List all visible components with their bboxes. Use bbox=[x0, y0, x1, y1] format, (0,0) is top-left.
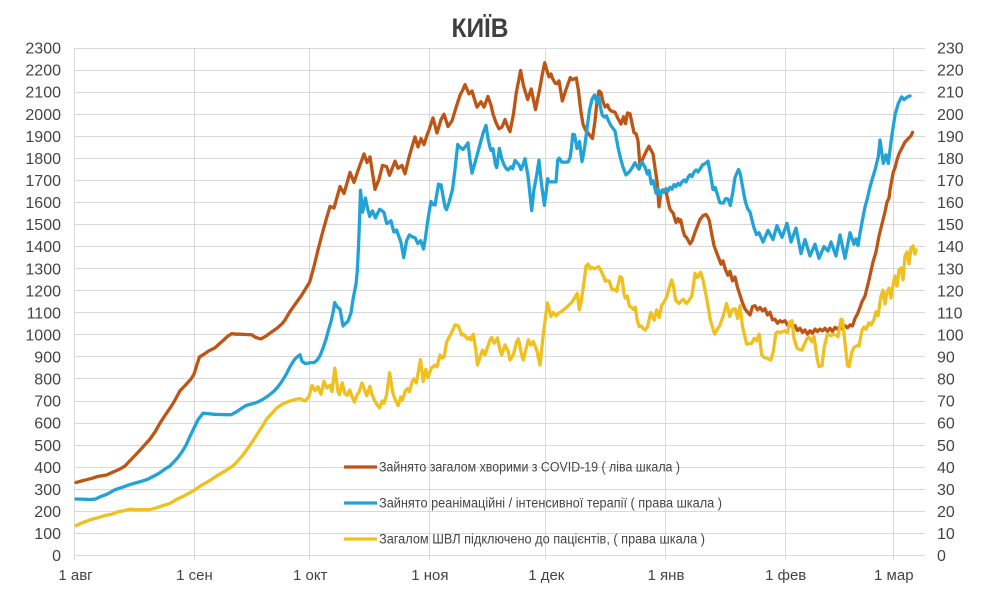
svg-text:1 ноя: 1 ноя bbox=[411, 567, 448, 584]
svg-text:40: 40 bbox=[937, 460, 955, 477]
svg-text:180: 180 bbox=[937, 151, 964, 168]
svg-text:1 янв: 1 янв bbox=[648, 567, 685, 584]
svg-text:60: 60 bbox=[937, 416, 955, 433]
svg-text:400: 400 bbox=[34, 460, 61, 477]
svg-text:2000: 2000 bbox=[25, 107, 61, 124]
svg-text:1 фев: 1 фев bbox=[765, 567, 806, 584]
svg-text:10: 10 bbox=[937, 526, 955, 543]
svg-text:190: 190 bbox=[937, 129, 964, 146]
svg-text:2100: 2100 bbox=[25, 85, 61, 102]
svg-text:КИЇВ: КИЇВ bbox=[452, 13, 509, 43]
svg-text:0: 0 bbox=[937, 548, 946, 565]
svg-text:0: 0 bbox=[52, 548, 61, 565]
svg-text:700: 700 bbox=[34, 394, 61, 411]
svg-text:1000: 1000 bbox=[25, 327, 61, 344]
svg-text:110: 110 bbox=[937, 305, 963, 322]
svg-text:100: 100 bbox=[34, 526, 61, 543]
svg-text:100: 100 bbox=[937, 327, 964, 344]
svg-text:200: 200 bbox=[937, 107, 964, 124]
svg-text:2200: 2200 bbox=[25, 63, 61, 80]
svg-text:90: 90 bbox=[937, 350, 955, 367]
svg-text:120: 120 bbox=[937, 283, 964, 300]
svg-text:130: 130 bbox=[937, 261, 964, 278]
svg-text:30: 30 bbox=[937, 482, 955, 499]
svg-text:230: 230 bbox=[937, 41, 964, 58]
svg-text:1400: 1400 bbox=[25, 239, 61, 256]
svg-text:20: 20 bbox=[937, 504, 955, 521]
svg-text:150: 150 bbox=[937, 217, 964, 234]
svg-text:1200: 1200 bbox=[25, 283, 61, 300]
svg-text:140: 140 bbox=[937, 239, 964, 256]
svg-text:800: 800 bbox=[34, 372, 61, 389]
svg-text:170: 170 bbox=[937, 173, 964, 190]
svg-text:1 авг: 1 авг bbox=[58, 567, 93, 584]
svg-text:300: 300 bbox=[34, 482, 61, 499]
svg-text:210: 210 bbox=[937, 85, 964, 102]
svg-text:1 окт: 1 окт bbox=[293, 567, 328, 584]
svg-text:1800: 1800 bbox=[25, 151, 61, 168]
svg-text:50: 50 bbox=[937, 438, 955, 455]
svg-text:220: 220 bbox=[937, 63, 964, 80]
svg-text:1100: 1100 bbox=[27, 305, 62, 322]
svg-text:500: 500 bbox=[34, 438, 61, 455]
svg-text:1300: 1300 bbox=[25, 261, 61, 278]
svg-text:80: 80 bbox=[937, 372, 955, 389]
svg-text:1 дек: 1 дек bbox=[528, 567, 565, 584]
svg-text:Зайнято реанімаційні / інтенси: Зайнято реанімаційні / інтенсивної терап… bbox=[379, 496, 722, 511]
svg-text:Зайнято загалом хворими з COVI: Зайнято загалом хворими з COVID-19 ( лів… bbox=[379, 460, 680, 475]
svg-text:200: 200 bbox=[34, 504, 61, 521]
svg-text:600: 600 bbox=[34, 416, 61, 433]
svg-text:1500: 1500 bbox=[25, 217, 61, 234]
svg-text:70: 70 bbox=[937, 394, 955, 411]
svg-text:1600: 1600 bbox=[25, 195, 61, 212]
svg-text:2300: 2300 bbox=[25, 41, 61, 58]
svg-text:1 сен: 1 сен bbox=[176, 567, 213, 584]
svg-text:160: 160 bbox=[937, 195, 964, 212]
svg-text:1700: 1700 bbox=[25, 173, 61, 190]
svg-text:1 мар: 1 мар bbox=[874, 567, 914, 584]
svg-text:1900: 1900 bbox=[25, 129, 61, 146]
svg-text:900: 900 bbox=[34, 350, 61, 367]
svg-text:Загалом ШВЛ підключено до пац: Загалом ШВЛ підключено до пацієнтів, ( п… bbox=[379, 532, 705, 547]
